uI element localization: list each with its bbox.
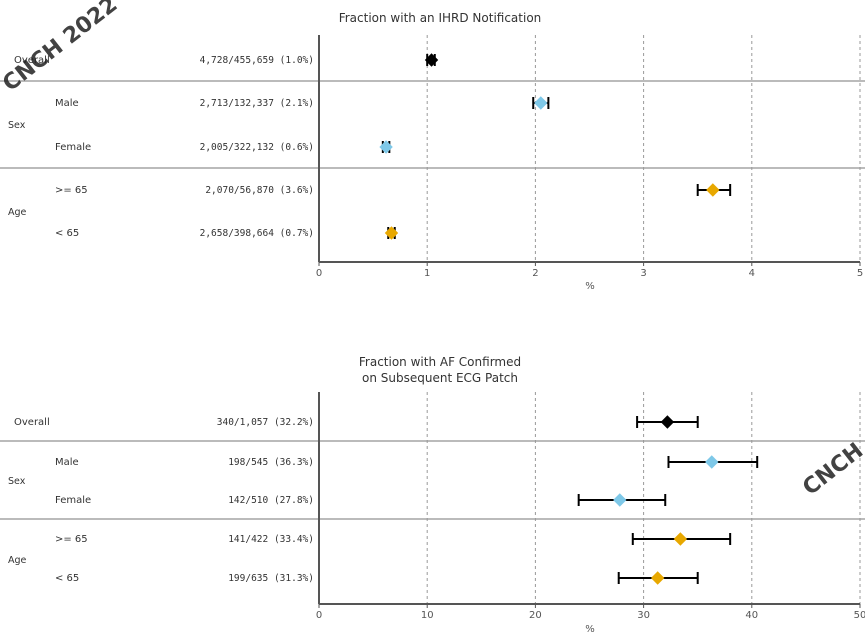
row-label: Overall <box>14 417 50 428</box>
x-axis-label: % <box>585 624 595 635</box>
row-label: Female <box>55 495 91 506</box>
row-label: Female <box>55 142 91 153</box>
point-estimate <box>660 415 675 429</box>
row-label: Male <box>55 457 79 468</box>
chart-title: Fraction with AF Confirmed <box>359 355 521 369</box>
tick-label: 50 <box>854 610 865 621</box>
group-label: Sex <box>8 476 26 487</box>
tick-label: 2 <box>532 268 538 279</box>
count-label: 2,658/398,664 (0.7%) <box>200 228 314 239</box>
count-label: 142/510 (27.8%) <box>228 495 314 506</box>
row-label: >= 65 <box>55 534 88 545</box>
point-estimate <box>673 532 688 546</box>
count-label: 199/635 (31.3%) <box>228 573 314 584</box>
group-label: Age <box>8 207 27 218</box>
point-estimate <box>379 140 393 154</box>
row-label: >= 65 <box>55 185 88 196</box>
tick-label: 0 <box>316 268 322 279</box>
af-confirmed-panel: Fraction with AF Confirmed on Subsequent … <box>0 355 865 635</box>
watermark-layer: CNCH 2022 To CNCH <box>0 0 865 501</box>
tick-label: 3 <box>640 268 646 279</box>
row-label: Male <box>55 98 79 109</box>
count-label: 198/545 (36.3%) <box>228 457 314 468</box>
count-label: 4,728/455,659 (1.0%) <box>200 55 314 66</box>
watermark-text: CNCH <box>798 438 865 500</box>
count-label: 141/422 (33.4%) <box>228 534 314 545</box>
group-label: Age <box>8 555 27 566</box>
tick-label: 0 <box>316 610 322 621</box>
point-estimate <box>706 183 720 197</box>
count-label: 2,713/132,337 (2.1%) <box>200 98 314 109</box>
point-estimate <box>613 493 627 507</box>
watermark-text: CNCH 2022 To <box>0 0 150 97</box>
point-estimate <box>650 571 665 585</box>
tick-label: 20 <box>529 610 542 621</box>
chart-title: on Subsequent ECG Patch <box>362 371 518 385</box>
point-estimate <box>384 226 399 240</box>
count-label: 2,005/322,132 (0.6%) <box>200 142 314 153</box>
chart-title: Fraction with an IHRD Notification <box>339 11 542 25</box>
tick-label: 1 <box>424 268 430 279</box>
count-label: 2,070/56,870 (3.6%) <box>205 185 314 196</box>
ihrd-notification-panel: Fraction with an IHRD Notification 0 1 2 3 4 5… <box>0 11 865 292</box>
point-estimate <box>534 96 548 110</box>
point-estimate <box>705 455 719 469</box>
row-label: < 65 <box>55 228 79 239</box>
tick-label: 40 <box>745 610 758 621</box>
count-label: 340/1,057 (32.2%) <box>217 417 314 428</box>
x-axis-label: % <box>585 281 595 292</box>
point-estimate <box>424 53 439 67</box>
group-label: Sex <box>8 120 26 131</box>
row-label: < 65 <box>55 573 79 584</box>
row-label: Overall <box>14 55 50 66</box>
tick-label: 30 <box>637 610 650 621</box>
tick-label: 5 <box>857 268 863 279</box>
tick-label: 10 <box>421 610 434 621</box>
tick-label: 4 <box>749 268 755 279</box>
